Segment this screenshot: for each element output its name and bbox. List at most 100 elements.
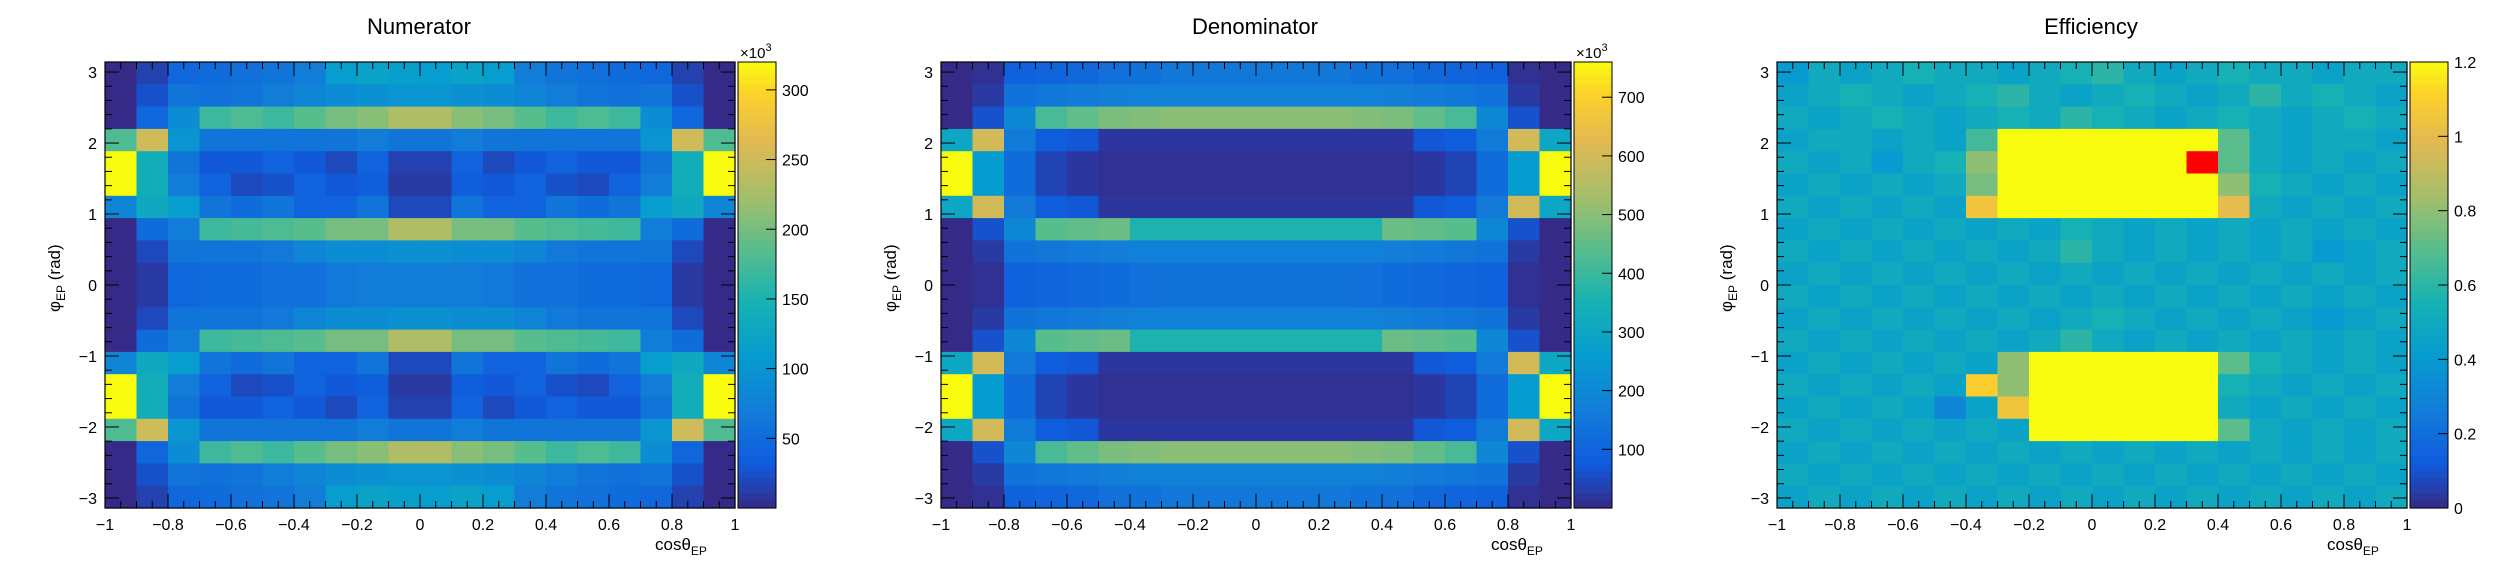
heatmap-cell [941,262,974,286]
heatmap-cell [231,485,264,509]
colorbar-segment [2410,195,2448,204]
heatmap-cell [2218,128,2251,152]
heatmap-cell [1130,374,1163,398]
heatmap-cell [1098,374,1131,398]
heatmap-cell [262,106,295,130]
heatmap-cell [420,84,453,108]
heatmap-cell [1161,240,1194,264]
heatmap-cell [609,262,642,286]
heatmap-cell [2123,396,2156,420]
heatmap-cell [2281,84,2314,108]
heatmap-cell [1871,396,1904,420]
heatmap-cell [1777,307,1810,331]
heatmap-cell [2186,106,2219,130]
heatmap-cell [483,218,516,241]
heatmap-cell [1808,262,1841,286]
heatmap-cell [672,84,705,108]
heatmap-cell [1997,151,2030,175]
heatmap-cell [941,307,974,331]
heatmap-cell [1840,240,1873,264]
heatmap-cell [1934,151,1967,175]
heatmap-cell [325,218,358,241]
heatmap-cell [357,218,390,241]
heatmap-cell [199,463,232,487]
colorbar-segment [738,121,776,130]
heatmap-cell [1777,62,1810,85]
heatmap-cell [2375,463,2408,487]
heatmap-cell [357,240,390,264]
heatmap-cell [231,62,264,85]
colorbar-segment [738,337,776,346]
colorbar-segment [2410,128,2448,137]
heatmap-cell [1256,62,1289,85]
x-axis-label-sub: EP [691,544,707,558]
heatmap-cell [672,374,705,398]
heatmap-cell [231,463,264,487]
heatmap-cell [2186,240,2219,264]
heatmap-cell [1130,351,1163,375]
heatmap-cell [1997,106,2030,130]
heatmap-cell [577,285,610,308]
heatmap-cell [2123,128,2156,152]
heatmap-cell [1350,106,1383,130]
heatmap-cell [2155,329,2188,353]
y-axis-label-numerator: φEP (rad) [45,244,68,312]
heatmap-cell [168,396,201,420]
heatmap-cell [640,173,673,197]
heatmap-cell [2186,84,2219,108]
heatmap-cell [1256,262,1289,286]
heatmap-cell [1319,418,1352,442]
heatmap-cell [262,329,295,353]
heatmap-cell [1997,195,2030,219]
heatmap-cell [672,485,705,509]
colorbar-tick-label: 0.4 [2454,352,2476,369]
colorbar-segment [738,76,776,85]
heatmap-cell [294,463,327,487]
heatmap-cell [1903,218,1936,241]
colorbar-segment [1574,195,1612,204]
heatmap-cell [640,62,673,85]
colorbar-segment [2410,403,2448,412]
heatmap-cell [1287,329,1320,353]
heatmap-cell [2029,285,2062,308]
heatmap-cell [1966,374,1999,398]
colorbar-segment [2410,62,2448,71]
y-tick-label: 3 [88,65,97,82]
heatmap-cell [2029,351,2062,375]
heatmap-cell [1224,240,1257,264]
heatmap-cell [1004,418,1037,442]
heatmap-cell [1224,418,1257,442]
heatmap-cell [325,84,358,108]
heatmap-cell [1508,374,1541,398]
heatmap-cell [294,485,327,509]
heatmap-cell [2155,218,2188,241]
heatmap-cell [1871,307,1904,331]
heatmap-cell [609,106,642,130]
heatmap-cell [1871,485,1904,509]
heatmap-cell [703,62,736,85]
colorbar-segment [738,232,776,241]
heatmap-cell [1004,307,1037,331]
heatmap-cell [2344,195,2377,219]
heatmap-cell [1193,485,1226,509]
heatmap-cell [1871,418,1904,442]
heatmap-cell [546,240,579,264]
heatmap-cell [199,195,232,219]
heatmap-cell [451,441,484,464]
heatmap-cell [1098,173,1131,197]
heatmap-cell [1808,351,1841,375]
heatmap-cell [1966,262,1999,286]
y-tick-label: 1 [924,207,933,224]
heatmap-cell [1997,62,2030,85]
colorbar-segment [738,106,776,115]
heatmap-cell [2344,441,2377,464]
colorbar-segment [738,344,776,353]
colorbar-segment [1574,188,1612,197]
heatmap-cell [1539,262,1572,286]
heatmap-cell [672,329,705,353]
x-tick-label: 0.4 [535,517,557,534]
heatmap-cell [2281,218,2314,241]
heatmap-cell [325,418,358,442]
heatmap-cell [2312,84,2345,108]
heatmap-cell [483,351,516,375]
